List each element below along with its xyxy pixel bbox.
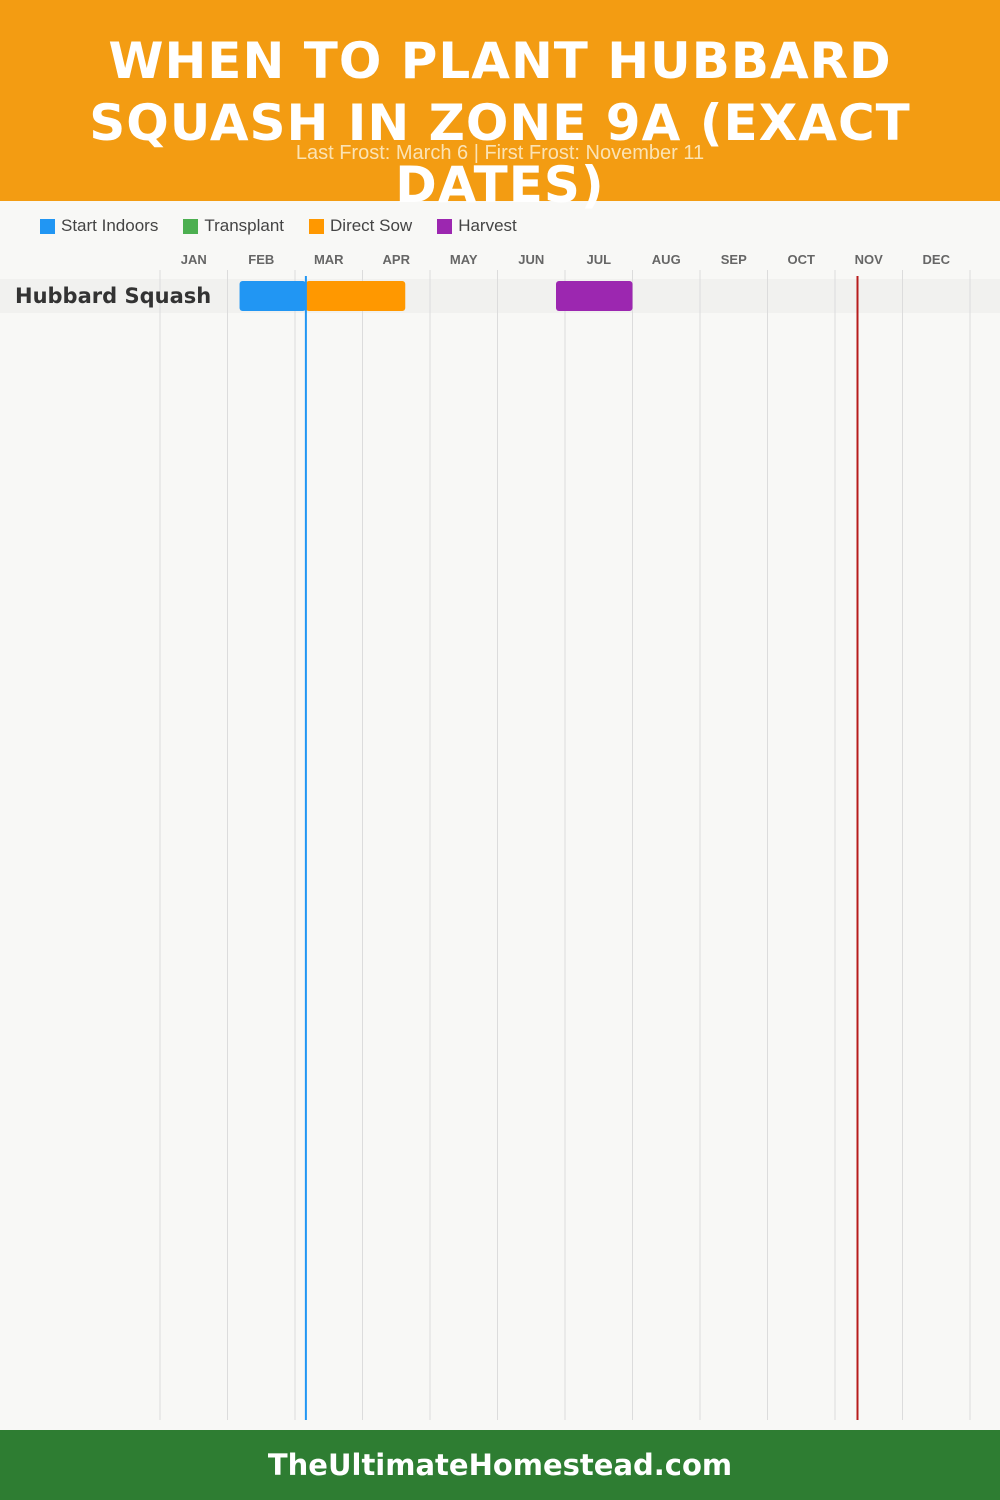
month-label-feb: FEB: [248, 252, 274, 267]
legend-label: Harvest: [458, 216, 517, 235]
legend-swatch: [40, 218, 55, 234]
legend-item-harvest: Harvest: [437, 216, 517, 236]
bar-harvest: [556, 281, 633, 311]
site-name: TheUltimateHomestead.com: [267, 1448, 733, 1482]
month-label-oct: OCT: [788, 252, 816, 267]
month-label-jun: JUN: [518, 252, 544, 267]
legend-swatch: [437, 218, 453, 234]
legend-item-start-indoors: Start Indoors: [40, 216, 158, 236]
bar-direct-sow: [305, 281, 406, 311]
legend-swatch: [309, 218, 325, 234]
legend-swatch: [183, 218, 199, 234]
page-title: WHEN TO PLANT HUBBARD SQUASH IN ZONE 9A …: [89, 32, 911, 214]
legend: Start Indoors Transplant Direct Sow Harvest: [40, 214, 517, 238]
month-label-jan: JAN: [181, 252, 207, 267]
footer-banner: TheUltimateHomestead.com: [0, 1430, 1000, 1500]
legend-item-direct-sow: Direct Sow: [309, 216, 412, 236]
frost-dates-subtitle: Last Frost: March 6 | First Frost: Novem…: [295, 142, 705, 164]
month-label-sep: SEP: [721, 252, 747, 267]
crop-label: Hubbard Squash: [15, 284, 211, 308]
bar-start-indoors: [239, 281, 306, 311]
planting-calendar-chart: JAN FEB MAR APR MAY JUN JUL AUG SEP OCT NOV DEC Hubb…: [0, 252, 1000, 1420]
legend-label: Start Indoors: [61, 216, 159, 235]
header-banner: WHEN TO PLANT HUBBARD SQUASH IN ZONE 9A …: [0, 0, 1000, 214]
month-label-dec: DEC: [923, 252, 951, 267]
month-label-jul: JUL: [586, 252, 611, 267]
month-label-mar: MAR: [314, 252, 344, 267]
month-label-may: MAY: [450, 252, 478, 267]
legend-label: Transplant: [204, 216, 285, 235]
month-label-apr: APR: [383, 252, 411, 267]
legend-label: Direct Sow: [330, 216, 413, 235]
legend-item-transplant: Transplant: [183, 216, 284, 236]
month-label-aug: AUG: [652, 252, 681, 267]
month-label-nov: NOV: [855, 252, 884, 267]
row-band: [0, 279, 1000, 313]
